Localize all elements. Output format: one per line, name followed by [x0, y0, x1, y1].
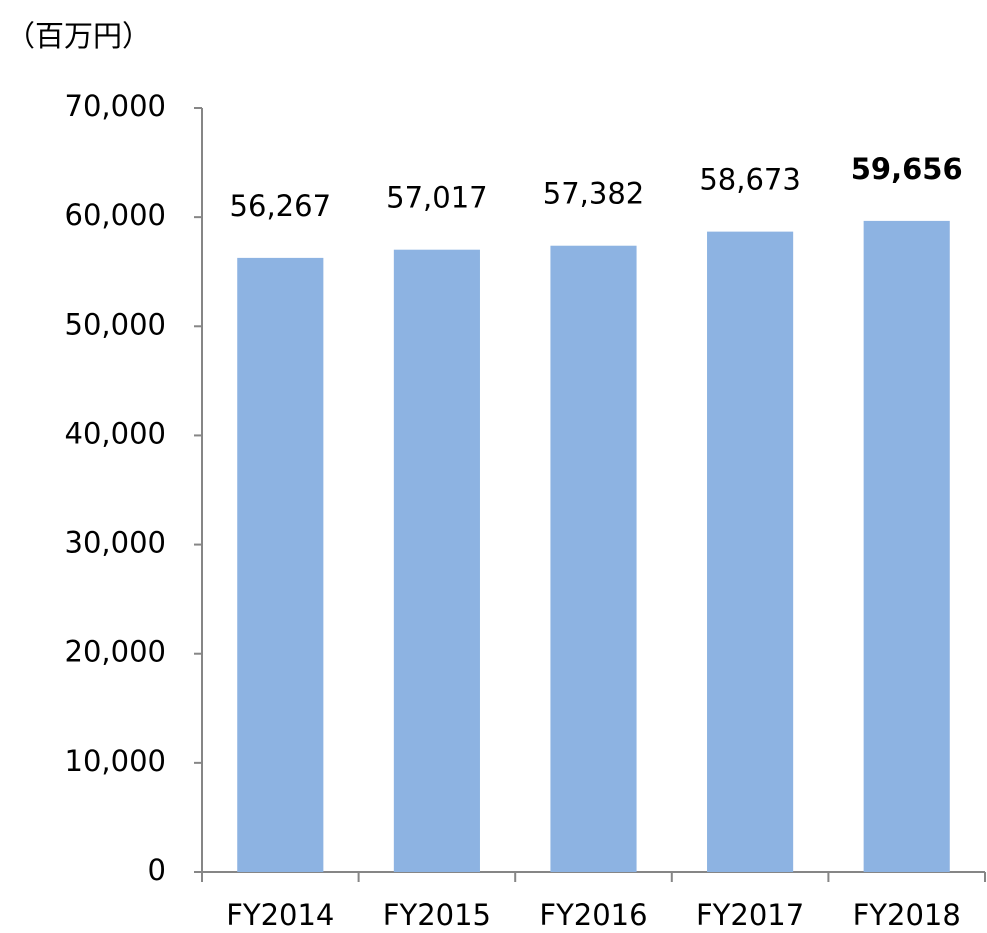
x-tick-label: FY2016	[539, 898, 647, 932]
bar	[237, 257, 324, 873]
y-tick-label: 50,000	[65, 307, 166, 341]
value-label: 56,267	[230, 189, 331, 223]
y-tick-label: 30,000	[65, 526, 166, 560]
unit-label: （百万円）	[6, 19, 151, 53]
bar	[707, 231, 794, 873]
value-label: 57,017	[386, 181, 487, 215]
value-label: 57,382	[543, 177, 644, 211]
value-label: 59,656	[851, 152, 963, 186]
y-tick-label: 20,000	[65, 635, 166, 669]
y-tick-label: 60,000	[65, 198, 166, 232]
y-tick-label: 10,000	[65, 744, 166, 778]
x-tick-label: FY2015	[383, 898, 491, 932]
bar	[550, 245, 637, 873]
value-label: 58,673	[699, 163, 800, 197]
bar	[393, 249, 480, 872]
x-tick-label: FY2018	[853, 898, 961, 932]
y-tick-label: 70,000	[65, 89, 166, 123]
x-tick-label: FY2017	[696, 898, 804, 932]
y-tick-label: 0	[148, 853, 166, 887]
bar	[863, 220, 950, 873]
x-tick-label: FY2014	[226, 898, 334, 932]
y-tick-label: 40,000	[65, 416, 166, 450]
